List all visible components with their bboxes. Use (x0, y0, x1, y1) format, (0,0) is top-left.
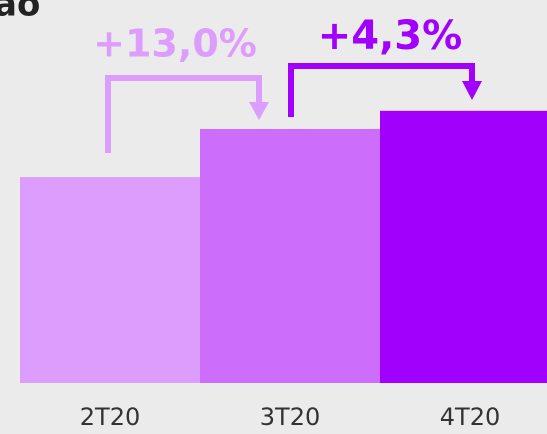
x-tick-label: 4T20 (440, 403, 500, 431)
annotation: +4,3% (318, 13, 462, 59)
bar (380, 110, 547, 384)
arrow-line (105, 75, 262, 153)
arrow-head (462, 81, 482, 100)
arrow-head (249, 102, 269, 120)
x-tick-label: 2T20 (80, 403, 140, 431)
annotation: +13,0% (93, 22, 257, 66)
bar (200, 128, 380, 383)
arrow-line (288, 63, 475, 117)
x-tick-label: 3T20 (260, 403, 320, 431)
bar (20, 177, 200, 383)
arrow-1 (105, 75, 269, 153)
arrow-2 (288, 63, 482, 117)
chart-title: ão (0, 0, 40, 25)
